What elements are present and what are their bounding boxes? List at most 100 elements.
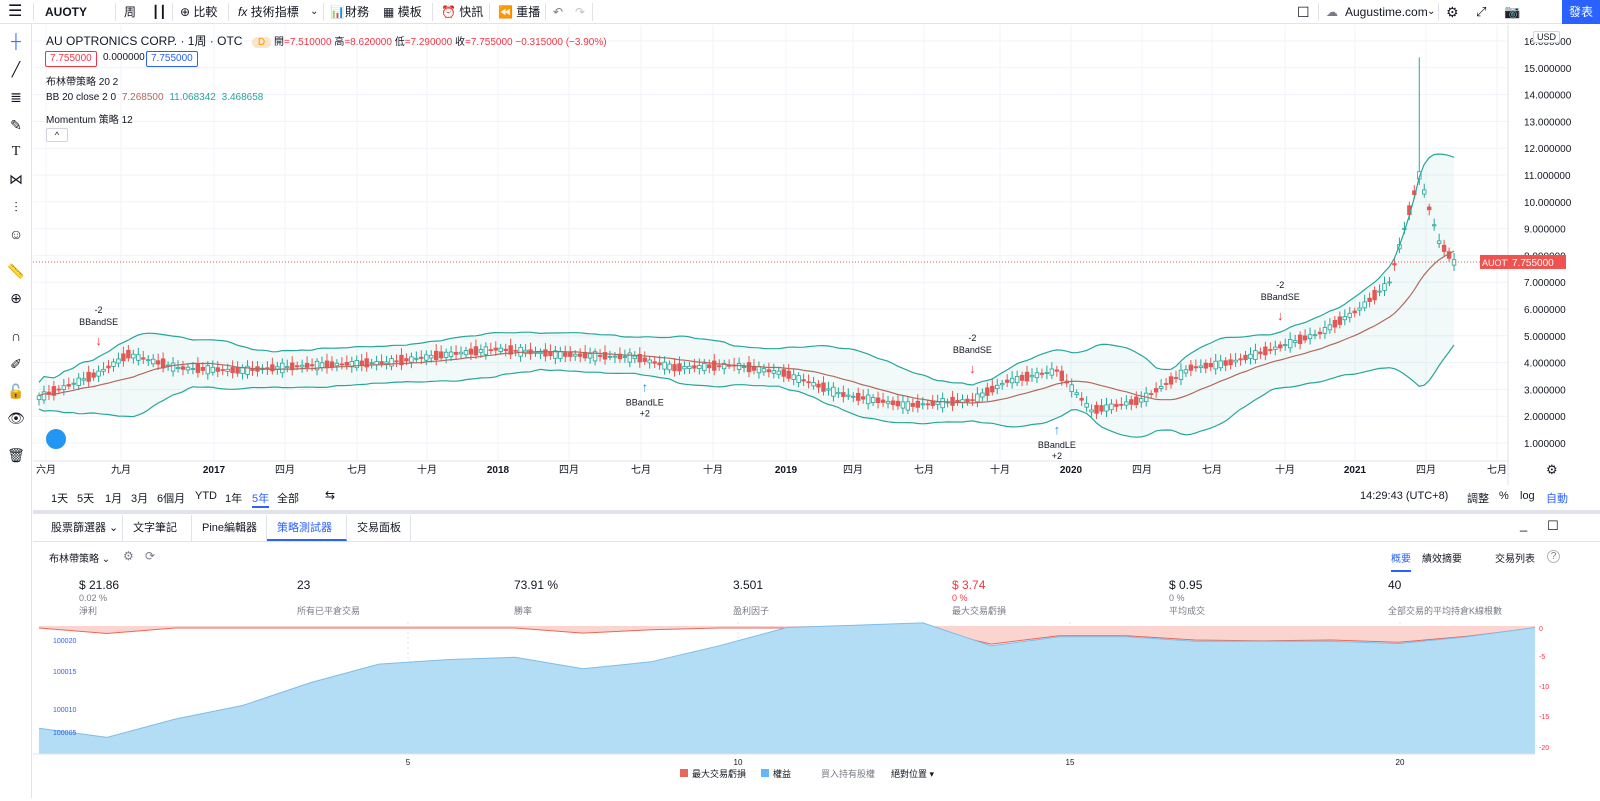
candle-body — [721, 362, 727, 370]
range-7[interactable]: 5年 — [252, 490, 270, 508]
ruler-icon[interactable]: 📏 — [7, 262, 25, 279]
menu-icon[interactable]: ☰ — [8, 3, 23, 20]
study-bb-strategy[interactable]: 布林帶策略 20 2 — [46, 77, 119, 88]
candle-body — [1337, 316, 1343, 325]
candle-style-icon[interactable]: ┃┃ — [152, 5, 167, 19]
candle-body — [841, 392, 846, 397]
candle-body — [453, 352, 459, 355]
trash-icon[interactable]: 🗑 — [7, 446, 25, 463]
crosshair-icon[interactable]: ┼ — [11, 33, 21, 49]
auto-button[interactable]: 自動 — [1546, 493, 1568, 505]
camera-icon[interactable]: 📷 — [1504, 4, 1521, 19]
bid-box[interactable]: 7.755000 — [45, 51, 97, 67]
zoom-in-icon[interactable]: ⊕ — [10, 289, 22, 306]
cloud-icon[interactable]: ☁ — [1326, 5, 1338, 19]
clock[interactable]: 14:29:43 (UTC+8) — [1360, 490, 1449, 502]
forecast-icon[interactable]: ⫶ — [14, 198, 18, 215]
candle-body — [513, 349, 518, 352]
maximize-icon[interactable]: ☐ — [1547, 518, 1559, 533]
range-3[interactable]: 3月 — [131, 493, 149, 505]
pencil-lock-icon[interactable]: ✐ — [10, 355, 22, 372]
compare-button[interactable]: ⊕ 比較 — [180, 0, 217, 24]
layout-square-icon[interactable]: ☐ — [1297, 4, 1310, 20]
ask-box[interactable]: 7.755000 — [146, 51, 198, 67]
candle-body — [205, 365, 211, 375]
candle-body — [1268, 349, 1273, 351]
study-bollinger[interactable]: BB 20 close 2 0 7.268500 11.068342 3.468… — [46, 92, 263, 103]
replay-button[interactable]: ⏪ 重播 — [498, 0, 540, 24]
log-button[interactable]: log — [1520, 490, 1535, 502]
lock-icon[interactable]: 🔓 — [7, 382, 25, 399]
chevron-down-icon[interactable]: ⌄ — [310, 6, 319, 17]
alert-button[interactable]: ⏰ 快訊 — [441, 0, 483, 24]
settings-icon[interactable]: ⚙ — [123, 549, 134, 563]
range-5[interactable]: YTD — [195, 490, 217, 502]
range-8[interactable]: 全部 — [277, 493, 299, 505]
collapse-legend-button[interactable]: ^ — [46, 128, 68, 142]
templates-button[interactable]: ▦ 模板 — [383, 0, 422, 24]
tab-2[interactable]: Pine編輯器 — [192, 515, 267, 541]
help-icon[interactable]: ? — [1547, 550, 1560, 563]
magnet-icon[interactable]: ∩ — [10, 328, 22, 344]
panel-divider[interactable] — [33, 510, 1600, 514]
tab-0[interactable]: 股票篩選器 ⌄ — [41, 515, 123, 541]
divider — [432, 3, 433, 21]
publish-button[interactable]: 發表 — [1562, 0, 1600, 24]
range-4[interactable]: 6個月 — [157, 493, 186, 505]
brush-icon[interactable]: ✎ — [10, 116, 22, 133]
study-momentum[interactable]: Momentum 策略 12 — [46, 115, 133, 126]
range-1[interactable]: 5天 — [77, 493, 95, 505]
candle-body — [533, 351, 538, 354]
tab-1[interactable]: 文字筆記 — [123, 515, 192, 541]
undo-icon[interactable]: ↶ — [553, 5, 564, 19]
view-tab-1[interactable]: 績效摘要 — [1422, 554, 1462, 565]
layout-name[interactable]: Augustime.com — [1345, 5, 1428, 19]
candle-body — [419, 356, 424, 359]
eye-icon[interactable]: 👁 — [7, 409, 25, 426]
trend-line-icon[interactable]: ╱ — [11, 60, 21, 77]
strategy-select[interactable]: 布林帶策略 ⌄ — [49, 550, 110, 565]
text-icon[interactable]: T — [11, 144, 21, 159]
fullscreen-icon[interactable]: ⤢ — [1476, 4, 1487, 19]
minimize-icon[interactable]: _ — [1520, 517, 1528, 532]
gear-icon[interactable]: ⚙ — [1446, 4, 1459, 20]
redo-icon[interactable]: ↷ — [575, 5, 586, 19]
candle-body — [1198, 365, 1204, 368]
range-6[interactable]: 1年 — [225, 493, 243, 505]
symbol-search[interactable]: AUOTY — [45, 5, 87, 19]
candle-body — [702, 363, 707, 371]
financials-button[interactable]: 📊財務 — [330, 0, 369, 24]
range-0[interactable]: 1天 — [51, 493, 69, 505]
view-tab-2[interactable]: 交易列表 — [1495, 554, 1535, 565]
candle-body — [1208, 363, 1213, 368]
tab-4[interactable]: 交易面板 — [347, 515, 411, 541]
candle-body — [1188, 364, 1194, 371]
percent-button[interactable]: % — [1499, 490, 1509, 502]
tab-3[interactable]: 策略測試器 — [267, 515, 347, 541]
emoji-icon[interactable]: ☺ — [8, 226, 24, 242]
chart-canvas[interactable]: 16.00000015.00000014.00000013.00000012.0… — [33, 25, 1600, 485]
interval-button[interactable]: 周 — [124, 5, 137, 19]
last-symbol-label-bg — [1480, 254, 1508, 269]
range-2[interactable]: 1月 — [105, 493, 123, 505]
candle-body — [41, 391, 47, 401]
refresh-icon[interactable]: ⟳ — [145, 549, 156, 563]
candle-body — [170, 362, 176, 372]
candle-body — [860, 396, 866, 400]
indicators-button[interactable]: fx 技術指標 — [238, 0, 299, 24]
price-tick: 3.000000 — [1524, 385, 1566, 396]
candle-body — [1000, 383, 1005, 386]
pattern-icon[interactable]: ⋈ — [9, 170, 23, 187]
chevron-down-icon: ⌄ — [101, 554, 111, 565]
view-tab-0[interactable]: 概要 — [1391, 550, 1411, 572]
price-chart[interactable]: 16.00000015.00000014.00000013.00000012.0… — [33, 25, 1600, 515]
stat-percent — [297, 593, 360, 603]
candle-body — [1427, 206, 1432, 211]
fib-icon[interactable]: ≣ — [10, 88, 22, 105]
currency-label[interactable]: USD — [1533, 31, 1561, 43]
adjust-button[interactable]: 調整 — [1467, 493, 1489, 505]
candle-body — [577, 353, 583, 357]
compare-range-icon[interactable]: ⇆ — [325, 488, 336, 502]
chevron-down-icon[interactable]: ⌄ — [1427, 6, 1436, 17]
candle-body — [1223, 360, 1228, 366]
